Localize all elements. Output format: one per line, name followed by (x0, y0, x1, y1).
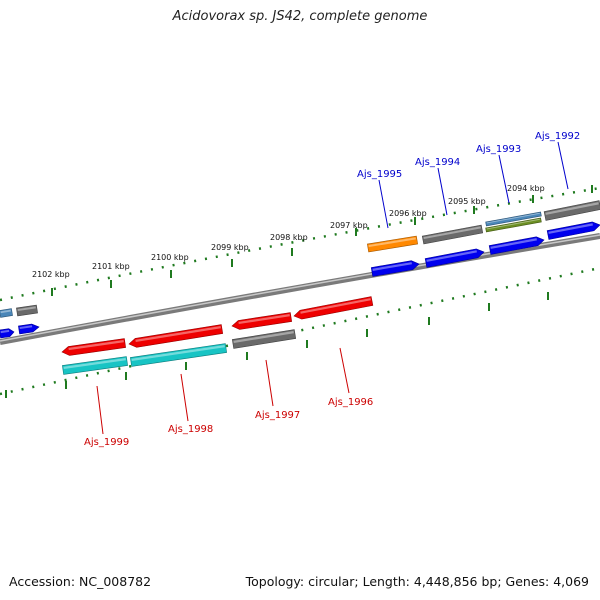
label-leader-line (180, 373, 189, 422)
gene-label-ajs-1992: Ajs_1992 (535, 131, 580, 142)
forward-gene-labels: Ajs_1992 Ajs_1993 Ajs_1994 Ajs_1995 (357, 131, 580, 180)
tick-label-2097: 2097 kbp (330, 221, 368, 230)
gene-arrow-highlight (19, 325, 33, 330)
gene-arrow-highlight (368, 237, 416, 248)
label-leader-line (339, 347, 350, 394)
gene-label-ajs-1997: Ajs_1997 (255, 410, 300, 421)
gene-arrow-highlight (131, 345, 225, 361)
gene-features (0, 200, 600, 375)
gene-arrow-highlight (548, 223, 593, 234)
kbp-ticks (5, 185, 593, 398)
label-leader-line (96, 385, 104, 435)
genome-summary-text: Topology: circular; Length: 4,448,856 bp… (245, 574, 589, 589)
gene-arrow-highlight (426, 250, 477, 262)
gene-arrow-highlight (423, 226, 481, 240)
gene-label-ajs-1996: Ajs_1996 (328, 397, 373, 408)
label-leaders (96, 141, 569, 435)
label-leader-line (557, 141, 569, 190)
tick-label-2096: 2096 kbp (389, 209, 427, 218)
tick-label-2102: 2102 kbp (32, 270, 70, 279)
accession-text: Accession: NC_008782 (9, 574, 152, 589)
map-title: Acidovorax sp. JS42, complete genome (172, 9, 428, 24)
gene-arrow-highlight (490, 238, 537, 249)
tick-label-2095: 2095 kbp (448, 197, 486, 206)
gene-arrow-highlight (0, 309, 11, 314)
gene-arrow-highlight (135, 326, 221, 342)
tick-label-2098: 2098 kbp (270, 233, 308, 242)
label-leader-line (498, 154, 510, 204)
kbp-tick-labels: 2094 kbp 2095 kbp 2096 kbp 2097 kbp 2098… (32, 184, 545, 279)
genome-backbone (0, 233, 600, 345)
label-leader-line (437, 167, 448, 216)
reverse-gene-labels: Ajs_1996 Ajs_1997 Ajs_1998 Ajs_1999 (84, 397, 373, 448)
gene-arrow-highlight (68, 340, 124, 351)
label-leader-line (378, 179, 389, 229)
gene-arrow-highlight (486, 212, 540, 224)
gene-label-ajs-1993: Ajs_1993 (476, 144, 521, 155)
gene-arrow (61, 338, 126, 356)
gene-arrow-highlight (63, 358, 126, 369)
gene-arrow-highlight (486, 218, 540, 230)
gene-arrow-highlight (233, 331, 294, 343)
gene-arrow (0, 328, 15, 339)
gene-label-ajs-1995: Ajs_1995 (357, 169, 402, 180)
gene-arrow (0, 308, 13, 318)
gene-arrow-highlight (17, 306, 36, 312)
gene-arrow-highlight (545, 202, 599, 215)
gene-label-ajs-1994: Ajs_1994 (415, 157, 460, 168)
gene-label-ajs-1998: Ajs_1998 (168, 424, 213, 435)
tick-label-2101: 2101 kbp (92, 262, 130, 271)
label-leader-line (265, 359, 274, 407)
gene-arrow-highlight (372, 262, 412, 271)
tick-label-2100: 2100 kbp (151, 253, 189, 262)
gene-arrow-highlight (238, 314, 290, 325)
gene-arrow-highlight (0, 329, 10, 334)
gene-arrow-highlight (300, 298, 371, 314)
tick-label-2099: 2099 kbp (211, 243, 249, 252)
tick-label-2094: 2094 kbp (507, 184, 545, 193)
gene-label-ajs-1999: Ajs_1999 (84, 437, 129, 448)
